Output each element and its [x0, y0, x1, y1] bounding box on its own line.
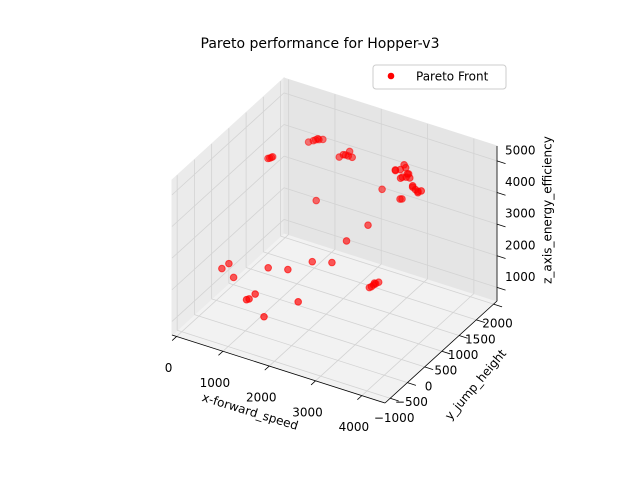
data-point [401, 163, 410, 172]
y-tick-label: −1000 [374, 411, 415, 425]
tick-mark [390, 397, 399, 402]
y-tick-label: 500 [434, 364, 457, 378]
data-point [251, 290, 259, 298]
grid-line [194, 314, 408, 383]
data-point [328, 258, 336, 267]
data-point [374, 278, 383, 286]
legend-box [372, 64, 507, 90]
data-point [404, 170, 413, 178]
grid [171, 79, 498, 399]
grid-line [211, 298, 425, 368]
y-tick-label: 1500 [465, 332, 496, 346]
data-point [335, 153, 344, 161]
data-point [218, 264, 226, 273]
legend-marker [387, 72, 395, 80]
grid-line [283, 92, 498, 162]
x-tick-label: 2000 [246, 391, 277, 405]
x-tick-label: 1000 [200, 376, 231, 390]
axis-line [384, 300, 498, 404]
tick-mark [496, 287, 506, 291]
tick-mark [171, 336, 177, 341]
legend-label: Pareto Front [416, 70, 489, 84]
grid-line [177, 329, 391, 399]
tick-mark [496, 192, 506, 196]
x-tick-label: 3000 [292, 405, 323, 419]
y-tick-label: −500 [395, 395, 428, 409]
tick-mark [407, 382, 417, 386]
grid-line [171, 187, 285, 291]
grid-line [280, 235, 494, 305]
tick-mark [357, 395, 363, 400]
tick-mark [424, 366, 434, 371]
data-point [398, 173, 407, 181]
chart-title: Pareto performance for Hopper-v3 [201, 36, 440, 52]
grid-line [171, 124, 285, 227]
tick-mark [218, 350, 224, 356]
data-point [398, 195, 406, 203]
z-tick-label: 5000 [505, 143, 536, 157]
y-tick-label: 1000 [448, 348, 479, 362]
data-point [308, 257, 317, 266]
grid-line [171, 219, 285, 322]
tick-mark [264, 365, 270, 371]
grid-line [361, 293, 475, 396]
x-tick-label: 0 [165, 361, 173, 375]
grid-line [315, 278, 428, 382]
z-tick-label: 1000 [505, 270, 536, 284]
data-point [245, 295, 253, 303]
data-point [225, 259, 233, 268]
data-point [342, 237, 351, 245]
tick-mark [458, 335, 468, 339]
tick-mark [496, 223, 506, 228]
data-point [260, 312, 268, 321]
grid-line [245, 267, 460, 336]
data-point [284, 265, 292, 274]
axis-line [171, 334, 386, 404]
grid-line [283, 219, 498, 288]
z-tick-label: 3000 [505, 207, 536, 221]
grid-line [228, 282, 442, 352]
data-point [378, 185, 386, 194]
tick-mark [441, 350, 451, 355]
data-point [268, 153, 277, 161]
axes: 01000200030004000−1000−50005001000150020… [165, 143, 536, 434]
data-point [229, 273, 238, 282]
y-tick-label: 2000 [482, 317, 513, 331]
x-tick-label: 4000 [339, 420, 370, 434]
points [218, 134, 426, 321]
tick-mark [496, 255, 506, 259]
data-point [391, 166, 400, 174]
z-tick-label: 4000 [505, 175, 536, 189]
data-point [314, 134, 322, 143]
data-point [294, 298, 302, 306]
grid-line [268, 263, 382, 367]
axes-panes [171, 76, 498, 404]
grid-line [222, 248, 336, 352]
grid-line [171, 92, 285, 196]
data-point [348, 153, 356, 162]
z-tick-label: 2000 [505, 238, 536, 252]
tick-mark [310, 380, 316, 386]
grid-line [176, 234, 289, 337]
data-point [312, 196, 320, 205]
data-point [364, 221, 372, 229]
grid-line [283, 155, 498, 225]
data-point [417, 187, 426, 195]
tick-mark [476, 319, 485, 323]
grid-line [171, 155, 285, 259]
data-point [264, 264, 273, 272]
tick-mark [493, 303, 503, 308]
z-axis-label: z_axis_energy_efficiency [541, 136, 555, 284]
y-tick-label: 0 [425, 379, 433, 393]
data-point [408, 183, 417, 191]
legend: Pareto Front [372, 64, 507, 90]
tick-mark [496, 160, 506, 164]
